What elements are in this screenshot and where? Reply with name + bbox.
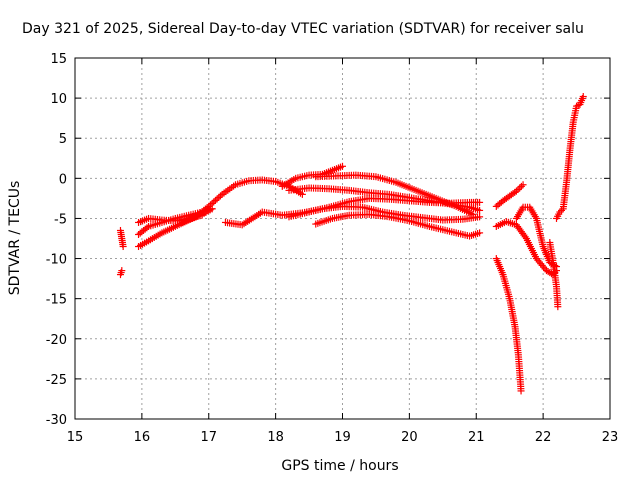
y-tick-label: 15 bbox=[50, 52, 67, 67]
data-point-marker bbox=[119, 243, 127, 251]
series-arc-b bbox=[116, 267, 126, 279]
chart-title: Day 321 of 2025, Sidereal Day-to-day VTE… bbox=[22, 21, 584, 37]
data-point-marker bbox=[476, 229, 484, 237]
data-point-marker bbox=[143, 224, 151, 232]
series-arc-i bbox=[312, 171, 477, 218]
y-tick-label: -15 bbox=[46, 293, 67, 308]
data-point-marker bbox=[554, 303, 562, 311]
data-point-marker bbox=[215, 193, 223, 201]
x-tick-label: 18 bbox=[267, 430, 284, 445]
data-point-marker bbox=[211, 196, 219, 204]
data-point-marker bbox=[476, 213, 484, 221]
series-arc-k bbox=[312, 210, 484, 240]
x-tick-label: 23 bbox=[602, 430, 619, 445]
x-tick-label: 16 bbox=[134, 430, 151, 445]
series-arc-g bbox=[278, 162, 346, 190]
y-tick-label: 10 bbox=[50, 92, 67, 107]
data-point-marker bbox=[517, 182, 525, 190]
data-point-marker bbox=[206, 201, 214, 209]
plot-area bbox=[116, 93, 587, 395]
y-tick-label: -25 bbox=[46, 373, 67, 388]
series-arc-m bbox=[492, 181, 527, 210]
series-arc-a bbox=[116, 226, 127, 251]
series-arc-q bbox=[546, 239, 562, 311]
data-point-marker bbox=[516, 184, 524, 192]
data-point-marker bbox=[579, 93, 587, 101]
y-tick-label: -5 bbox=[54, 212, 67, 227]
series-arc-j bbox=[221, 202, 484, 229]
axis-ticks: 15 16 17 18 19 20 21 22 23 15 10 5 0 -5 -10 -15 -20 -25 -3… bbox=[46, 52, 619, 445]
data-point-marker bbox=[514, 186, 522, 194]
data-point-marker bbox=[521, 233, 529, 241]
x-tick-label: 15 bbox=[67, 430, 84, 445]
x-tick-label: 19 bbox=[334, 430, 351, 445]
data-point-marker bbox=[476, 198, 484, 206]
series-arc-f bbox=[178, 176, 306, 226]
data-point-marker bbox=[519, 181, 527, 189]
y-tick-label: 5 bbox=[59, 132, 67, 147]
data-point-marker bbox=[556, 208, 564, 216]
data-point-marker bbox=[339, 162, 346, 170]
series-arc-n bbox=[492, 218, 560, 279]
data-point-marker bbox=[573, 102, 581, 110]
data-point-marker bbox=[213, 195, 221, 203]
data-point-marker bbox=[558, 206, 566, 214]
data-point-marker bbox=[208, 199, 216, 207]
y-tick-label: -20 bbox=[46, 333, 67, 348]
series-arc-l bbox=[285, 194, 484, 221]
x-tick-label: 17 bbox=[200, 430, 217, 445]
y-axis-label: SDTVAR / TECUs bbox=[7, 181, 23, 296]
data-point-marker bbox=[476, 206, 484, 214]
x-tick-label: 21 bbox=[468, 430, 485, 445]
y-tick-label: -10 bbox=[46, 253, 67, 268]
y-tick-label: -30 bbox=[46, 413, 67, 428]
data-point-marker bbox=[205, 202, 213, 210]
x-tick-label: 22 bbox=[535, 430, 552, 445]
series-arc-p bbox=[492, 255, 525, 395]
data-point-marker bbox=[517, 387, 525, 395]
x-tick-label: 20 bbox=[401, 430, 418, 445]
data-point-marker bbox=[118, 267, 126, 275]
data-point-marker bbox=[216, 192, 224, 200]
data-point-marker bbox=[512, 187, 520, 195]
series-arc-r bbox=[553, 93, 587, 222]
y-tick-label: 0 bbox=[59, 172, 67, 187]
data-point-marker bbox=[210, 198, 218, 206]
x-axis-label: GPS time / hours bbox=[281, 458, 398, 474]
